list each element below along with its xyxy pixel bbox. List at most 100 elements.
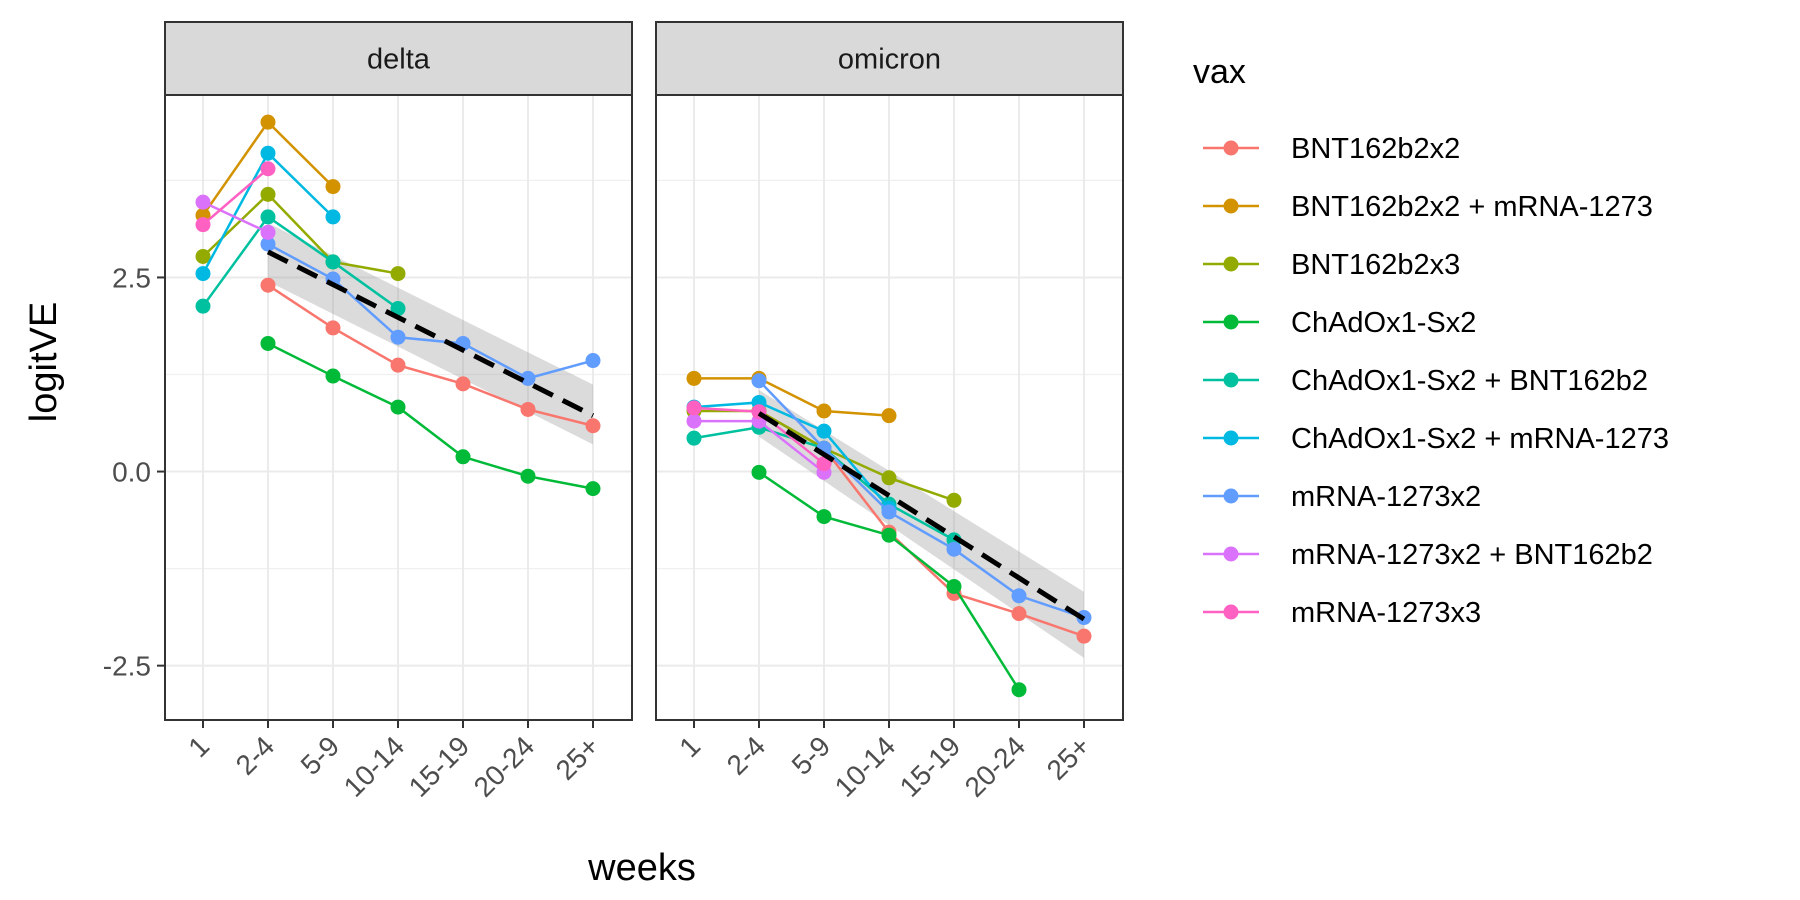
series-ChAdOx1-Sx2 — [260, 335, 601, 497]
data-point — [195, 266, 211, 282]
legend-label: BNT162b2x2 — [1291, 133, 1460, 165]
legend-item: BNT162b2x2 — [1203, 133, 1460, 165]
data-point — [751, 373, 767, 389]
y-axis-title: logitVE — [23, 302, 65, 422]
legend-item: mRNA-1273x2 + BNT162b2 — [1203, 539, 1653, 571]
data-point — [881, 504, 897, 520]
data-point — [881, 408, 897, 424]
data-point — [751, 464, 767, 480]
series-line — [202, 192, 399, 275]
series-BNT162b2x2 — [260, 277, 601, 434]
data-point — [390, 399, 406, 415]
legend-item: BNT162b2x2 + mRNA-1273 — [1203, 191, 1653, 223]
data-point — [260, 335, 276, 351]
series-line — [267, 242, 594, 380]
legend-label: mRNA-1273x2 + BNT162b2 — [1291, 539, 1653, 571]
facet-strip-label: omicron — [838, 44, 941, 76]
series-ChAdOx1-Sx2 + BNT162b2 — [195, 209, 406, 317]
data-point — [1076, 628, 1092, 644]
legend-label: ChAdOx1-Sx2 + mRNA-1273 — [1291, 423, 1669, 455]
data-point — [195, 248, 211, 264]
data-point — [390, 266, 406, 282]
series-line — [202, 167, 269, 226]
data-point — [325, 368, 341, 384]
data-point — [195, 298, 211, 314]
data-point — [816, 456, 832, 472]
data-point — [686, 400, 702, 416]
legend-item: ChAdOx1-Sx2 + mRNA-1273 — [1203, 423, 1669, 455]
data-point — [455, 376, 471, 392]
data-point — [881, 470, 897, 486]
data-point — [520, 401, 536, 417]
legend-label: ChAdOx1-Sx2 + BNT162b2 — [1291, 365, 1648, 397]
legend-title: vax — [1193, 53, 1246, 91]
legend-key-point — [1223, 372, 1239, 388]
data-point — [325, 209, 341, 225]
legend-item: mRNA-1273x3 — [1203, 597, 1481, 629]
data-point — [946, 541, 962, 557]
legend: vax BNT162b2x2 BNT162b2x2 + mRNA-1273 BNT1… — [1193, 53, 1669, 629]
series-mRNA-1273x2 + BNT162b2 — [195, 194, 276, 240]
data-point — [686, 370, 702, 386]
legend-label: BNT162b2x3 — [1291, 249, 1460, 281]
data-point — [260, 236, 276, 252]
facet-strip-omicron — [655, 21, 1124, 96]
legend-label: ChAdOx1-Sx2 — [1291, 307, 1476, 339]
data-point — [585, 353, 601, 369]
data-point — [260, 209, 276, 225]
data-point — [1011, 588, 1027, 604]
data-point — [816, 509, 832, 525]
data-point — [520, 468, 536, 484]
data-point — [1011, 682, 1027, 698]
facet-strip-label: delta — [367, 44, 431, 76]
data-point — [325, 179, 341, 195]
data-point — [260, 161, 276, 177]
data-point — [260, 145, 276, 161]
y-tick-label: 0.0 — [112, 457, 151, 488]
data-point — [195, 217, 211, 233]
data-point — [686, 430, 702, 446]
data-point — [325, 254, 341, 270]
data-point — [195, 194, 211, 210]
legend-key-point — [1223, 430, 1239, 446]
series-line — [267, 342, 594, 490]
data-point — [390, 357, 406, 373]
legend-item: BNT162b2x3 — [1203, 249, 1460, 281]
legend-key-point — [1223, 546, 1239, 562]
series-line — [202, 201, 269, 234]
series-mRNA-1273x3 — [195, 161, 276, 233]
data-point — [260, 114, 276, 130]
data-point — [816, 423, 832, 439]
data-point — [260, 277, 276, 293]
data-point — [816, 403, 832, 419]
series-ChAdOx1-Sx2 + mRNA-1273 — [195, 145, 341, 282]
data-point — [946, 492, 962, 508]
legend-key-point — [1223, 314, 1239, 330]
data-point — [390, 301, 406, 317]
legend-item: ChAdOx1-Sx2 — [1203, 307, 1476, 339]
series-line — [758, 379, 1085, 619]
legend-label: mRNA-1273x2 — [1291, 481, 1481, 513]
y-tick-label: -2.5 — [103, 651, 151, 682]
data-point — [520, 370, 536, 386]
series-mRNA-1273x2 — [260, 236, 601, 386]
series-ChAdOx1-Sx2 — [751, 464, 1027, 698]
legend-label: BNT162b2x2 + mRNA-1273 — [1291, 191, 1653, 223]
legend-key-point — [1223, 198, 1239, 214]
y-tick-label: 2.5 — [112, 262, 151, 293]
data-point — [585, 418, 601, 434]
trend-line — [266, 249, 595, 418]
data-point — [585, 481, 601, 497]
data-point — [881, 527, 897, 543]
data-point — [946, 578, 962, 594]
series-line — [694, 377, 890, 417]
series-line — [267, 284, 594, 427]
facet-strip-delta — [164, 21, 633, 96]
legend-key-point — [1223, 488, 1239, 504]
legend-item: mRNA-1273x2 — [1203, 481, 1481, 513]
legend-item: ChAdOx1-Sx2 + BNT162b2 — [1203, 365, 1648, 397]
